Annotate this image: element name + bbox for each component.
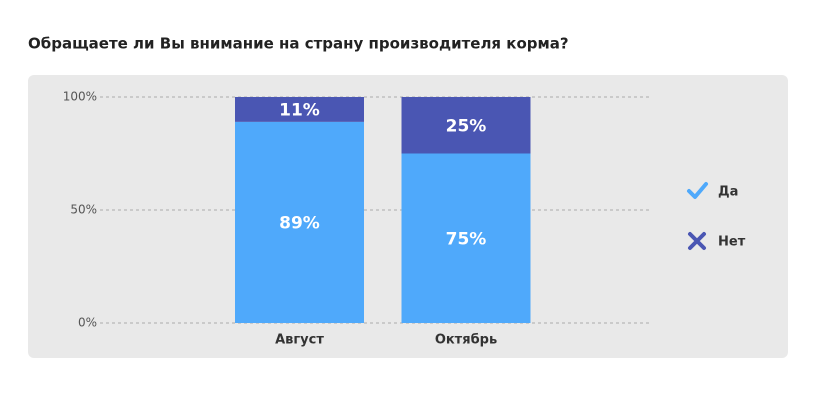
bar-segment	[401, 97, 531, 154]
legend-marker	[688, 232, 706, 250]
legend-label: Да	[718, 185, 738, 200]
bar-segment	[235, 121, 364, 323]
y-tick-label: 50%	[70, 203, 97, 217]
bar-segment	[401, 153, 531, 323]
data-label: 11%	[279, 100, 320, 120]
data-label: 75%	[446, 229, 487, 249]
chart-title: Обращаете ли Вы внимание на страну произ…	[28, 35, 569, 53]
data-label: 25%	[446, 116, 487, 136]
legend-label: Нет	[718, 235, 746, 250]
legend-marker	[687, 182, 708, 199]
x-tick-label: Август	[275, 333, 324, 348]
y-tick-label: 0%	[78, 316, 97, 330]
bar-segment	[235, 97, 364, 122]
data-label: 89%	[279, 213, 320, 233]
y-tick-label: 100%	[63, 90, 97, 104]
x-tick-label: Октябрь	[435, 333, 497, 348]
